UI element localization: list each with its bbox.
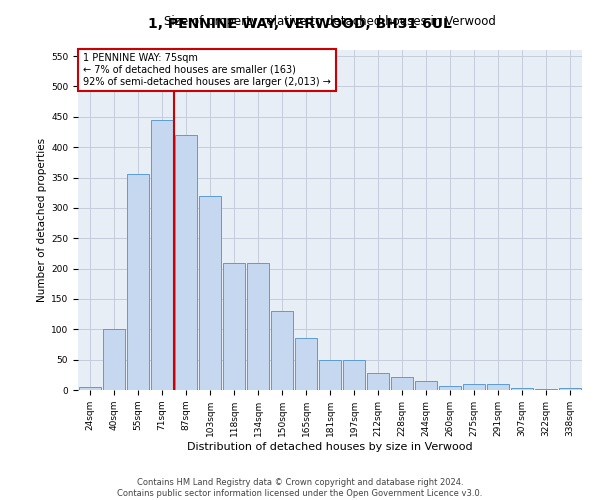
X-axis label: Distribution of detached houses by size in Verwood: Distribution of detached houses by size …	[187, 442, 473, 452]
Bar	[295, 338, 317, 390]
Bar	[535, 389, 557, 390]
Bar	[79, 387, 101, 390]
Bar	[415, 381, 437, 390]
Bar	[367, 373, 389, 390]
Bar	[247, 262, 269, 390]
Text: 1, PENNINE WAY, VERWOOD, BH31 6UL: 1, PENNINE WAY, VERWOOD, BH31 6UL	[148, 18, 452, 32]
Bar	[175, 135, 197, 390]
Bar	[439, 386, 461, 390]
Text: Contains HM Land Registry data © Crown copyright and database right 2024.
Contai: Contains HM Land Registry data © Crown c…	[118, 478, 482, 498]
Bar	[487, 384, 509, 390]
Bar	[103, 330, 125, 390]
Bar	[199, 196, 221, 390]
Bar	[127, 174, 149, 390]
Bar	[319, 360, 341, 390]
Bar	[463, 384, 485, 390]
Bar	[223, 262, 245, 390]
Bar	[343, 360, 365, 390]
Bar	[511, 388, 533, 390]
Text: 1 PENNINE WAY: 75sqm
← 7% of detached houses are smaller (163)
92% of semi-detac: 1 PENNINE WAY: 75sqm ← 7% of detached ho…	[83, 54, 331, 86]
Bar	[271, 311, 293, 390]
Title: Size of property relative to detached houses in Verwood: Size of property relative to detached ho…	[164, 15, 496, 28]
Bar	[151, 120, 173, 390]
Y-axis label: Number of detached properties: Number of detached properties	[37, 138, 47, 302]
Bar	[559, 388, 581, 390]
Bar	[391, 376, 413, 390]
